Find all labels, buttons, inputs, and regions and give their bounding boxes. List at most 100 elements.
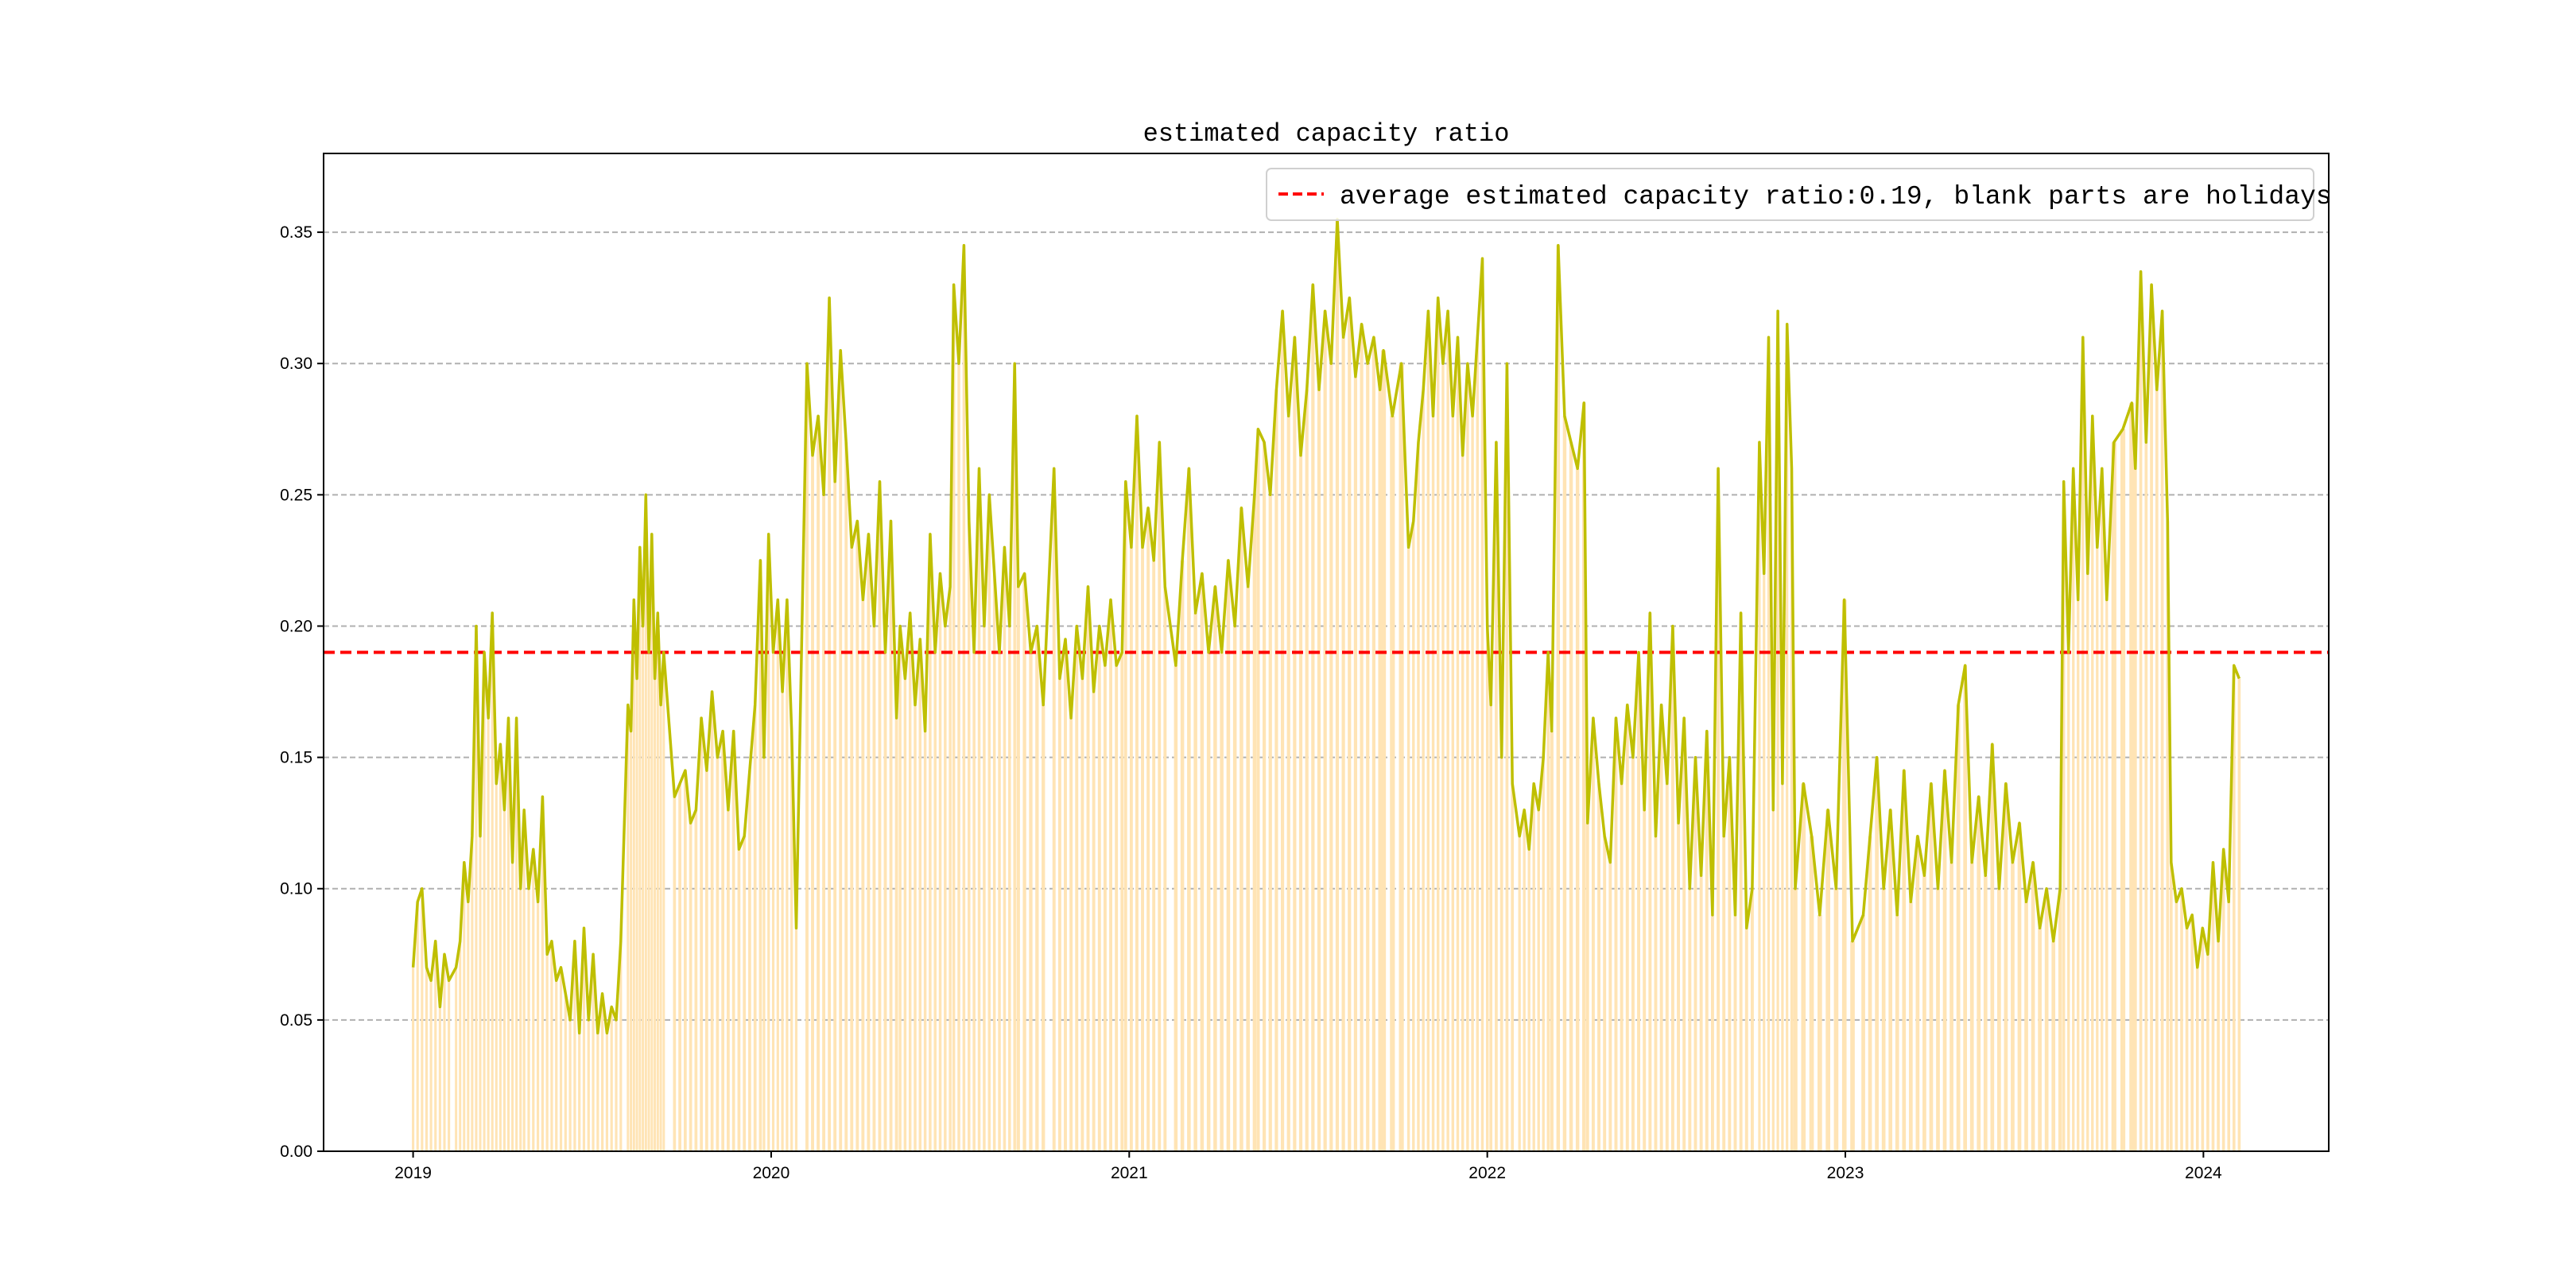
capacity-bar xyxy=(748,770,751,1151)
capacity-bar xyxy=(944,626,947,1151)
capacity-bar xyxy=(522,809,526,1151)
capacity-bar xyxy=(1597,783,1601,1151)
capacity-bar xyxy=(1461,455,1465,1151)
capacity-bar xyxy=(889,521,893,1151)
capacity-bar xyxy=(2044,888,2049,1151)
capacity-bar xyxy=(635,678,638,1151)
chart-title: estimated capacity ratio xyxy=(1143,119,1510,149)
capacity-bar xyxy=(2096,547,2099,1151)
capacity-bar xyxy=(1348,297,1352,1151)
capacity-bar xyxy=(753,704,757,1151)
capacity-bar xyxy=(1013,363,1016,1151)
capacity-bar xyxy=(1688,888,1692,1151)
capacity-bar xyxy=(2077,599,2080,1151)
capacity-bar xyxy=(650,533,654,1151)
capacity-bar xyxy=(1705,731,1709,1151)
capacity-bar xyxy=(914,704,917,1151)
capacity-bar xyxy=(2174,902,2178,1151)
capacity-bar xyxy=(1080,678,1084,1151)
capacity-bar xyxy=(872,626,876,1151)
capacity-bar xyxy=(850,547,854,1151)
capacity-bar xyxy=(933,652,937,1151)
capacity-bar xyxy=(1115,665,1119,1151)
capacity-bar xyxy=(2091,416,2094,1151)
capacity-bar xyxy=(894,718,898,1151)
capacity-bar xyxy=(1193,612,1197,1151)
capacity-bar xyxy=(559,967,563,1151)
capacity-bar xyxy=(1335,219,1340,1151)
capacity-bar xyxy=(839,350,843,1151)
capacity-bar xyxy=(1585,823,1589,1151)
capacity-bar xyxy=(949,586,952,1151)
capacity-bar xyxy=(1286,416,1290,1151)
capacity-bar xyxy=(610,1007,613,1151)
capacity-bar xyxy=(822,495,826,1151)
capacity-bar xyxy=(1511,783,1515,1151)
capacity-bar xyxy=(1591,718,1595,1151)
capacity-bar xyxy=(1437,297,1440,1151)
capacity-bar xyxy=(502,809,506,1151)
capacity-bar xyxy=(2072,468,2075,1151)
capacity-bar xyxy=(448,980,451,1151)
capacity-bar xyxy=(638,547,642,1151)
capacity-bar xyxy=(1915,836,1920,1151)
capacity-bar xyxy=(938,573,942,1151)
capacity-bar xyxy=(632,599,635,1151)
capacity-bar xyxy=(1069,718,1073,1151)
capacity-bar xyxy=(1771,809,1775,1151)
capacity-bar xyxy=(506,718,510,1151)
capacity-bar xyxy=(898,626,902,1151)
capacity-bar xyxy=(495,783,498,1151)
capacity-bar xyxy=(1485,626,1489,1151)
capacity-bar xyxy=(1378,390,1382,1152)
capacity-bar xyxy=(1582,402,1586,1151)
capacity-bar xyxy=(2139,271,2143,1151)
capacity-bar xyxy=(1022,573,1026,1151)
capacity-bar xyxy=(883,652,887,1151)
capacity-bar xyxy=(659,704,662,1151)
capacity-bar xyxy=(1200,573,1205,1151)
capacity-bar xyxy=(1631,757,1635,1151)
capacity-bar xyxy=(471,836,474,1151)
capacity-bar xyxy=(721,731,725,1151)
x-tick-label: 2022 xyxy=(1468,1164,1506,1182)
capacity-bar xyxy=(1317,390,1321,1152)
capacity-bar xyxy=(2038,928,2042,1151)
capacity-bar xyxy=(1983,875,1988,1151)
capacity-bar xyxy=(817,416,820,1151)
capacity-bar xyxy=(1527,849,1530,1151)
y-tick-label: 0.25 xyxy=(280,486,312,504)
capacity-bar xyxy=(1575,468,1580,1151)
capacity-bar xyxy=(1850,941,1855,1151)
capacity-bar xyxy=(855,521,859,1151)
capacity-bar xyxy=(412,967,415,1151)
y-axis: 0.00 0.05 0.10 0.15 0.20 0.25 0.30 0.35 xyxy=(280,223,324,1161)
capacity-bar xyxy=(1360,324,1364,1152)
capacity-bar xyxy=(1546,652,1550,1151)
capacity-bar xyxy=(1042,704,1046,1151)
capacity-bar xyxy=(1542,757,1545,1151)
capacity-bar xyxy=(443,954,446,1151)
capacity-bar xyxy=(1841,599,1847,1151)
capacity-bar xyxy=(781,692,784,1151)
capacity-bar xyxy=(1109,599,1112,1151)
capacity-bar xyxy=(1693,757,1697,1151)
capacity-bar xyxy=(1654,836,1658,1151)
capacity-bar xyxy=(1341,337,1345,1151)
capacity-bar xyxy=(1476,337,1479,1151)
capacity-bar xyxy=(1949,862,1953,1151)
capacity-bar xyxy=(1174,665,1178,1151)
capacity-bar xyxy=(1744,928,1748,1151)
capacity-bar xyxy=(2101,468,2104,1151)
capacity-bar xyxy=(952,285,956,1151)
capacity-bar xyxy=(1262,442,1267,1151)
capacity-bar xyxy=(776,599,779,1151)
capacity-bar xyxy=(1767,337,1771,1151)
capacity-bar xyxy=(2233,665,2236,1151)
capacity-bar xyxy=(1648,612,1652,1151)
capacity-bar xyxy=(2111,442,2116,1151)
capacity-bar xyxy=(532,849,535,1151)
capacity-bar xyxy=(1003,547,1007,1151)
capacity-bar xyxy=(1499,757,1503,1151)
capacity-bar xyxy=(619,941,623,1151)
